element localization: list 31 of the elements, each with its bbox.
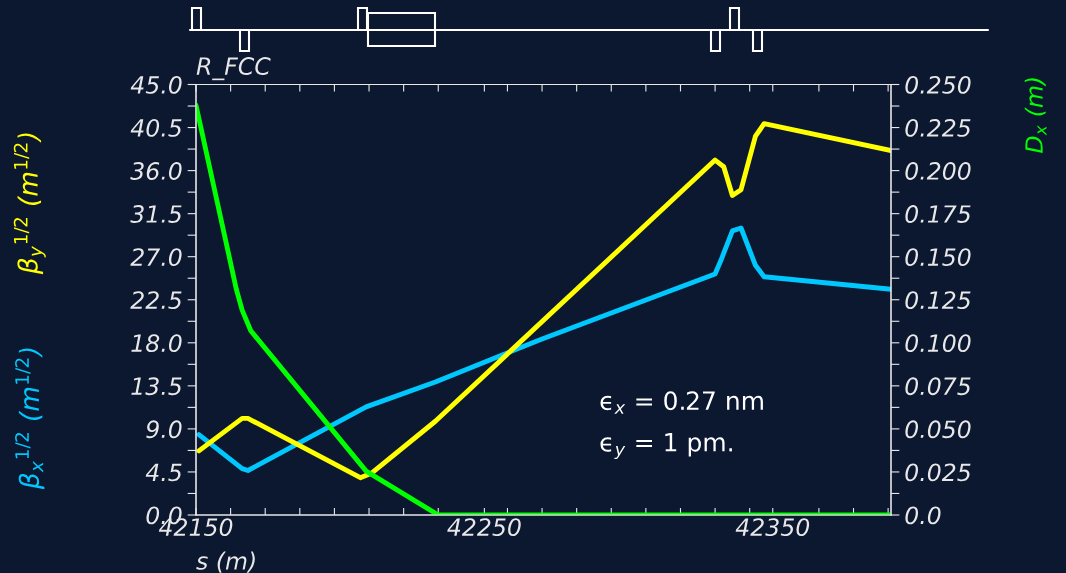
text: R_FCC (196, 57, 271, 81)
annotation: ϵ$_{x}$ = 0.27 nm (600, 391, 763, 414)
y-tick-label: 9.0 (146, 420, 182, 439)
y2-tick-label: 0.050 (905, 420, 971, 439)
y2-tick-label: 0.150 (905, 248, 971, 267)
y2-tick-label: 0.125 (905, 291, 971, 310)
y-tick-label: 31.5 (130, 205, 182, 223)
y-tick-label: 45.0 (130, 75, 182, 94)
y-tick-label: 4.5 (145, 463, 182, 482)
y2-tick-label: 0.075 (905, 377, 971, 396)
y-tick-label: 13.5 (131, 377, 182, 396)
y-tick-label: 18.0 (131, 334, 182, 353)
y-tick-label: 27.0 (130, 248, 182, 267)
y2-axis-title: D$_{x}$ (m) (1024, 78, 1047, 153)
y2-tick-label: 0.0 (905, 506, 941, 525)
x-tick-label: 42350 (735, 518, 810, 537)
x-axis-title: s (m) (196, 551, 255, 573)
y2-tick-label: 0.200 (905, 162, 971, 180)
text: β$_{y}$$^{1/2}$ (m$^{1/2}$) (13, 133, 46, 275)
y2-tick-label: 0.175 (905, 205, 971, 223)
text: β$_{x}$$^{1/2}$ (m$^{1/2}$) (15, 348, 45, 490)
y-tick-label: 36.0 (130, 162, 182, 180)
y2-tick-label: 0.225 (905, 119, 971, 137)
annotation: ϵ$_{y}$ = 1 pm. (600, 433, 732, 460)
y-tick-label: 40.5 (130, 119, 182, 137)
y2-tick-label: 0.025 (905, 463, 971, 482)
x-tick-label: 42250 (447, 518, 521, 537)
y-tick-label: 22.5 (130, 291, 182, 310)
y2-tick-label: 0.100 (905, 334, 971, 353)
line-series (196, 225, 891, 473)
y2-tick-label: 0.250 (905, 75, 971, 94)
